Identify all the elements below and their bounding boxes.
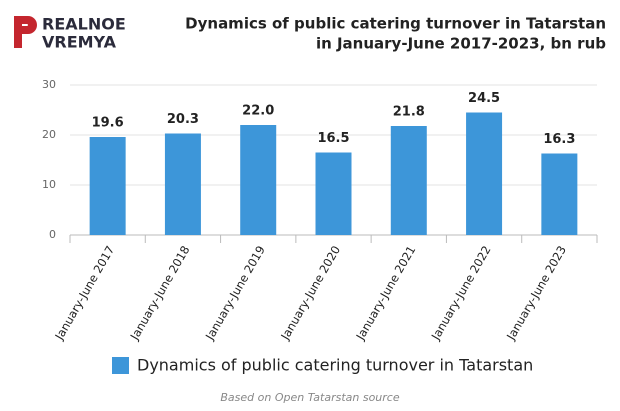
bar bbox=[390, 126, 427, 235]
value-label: 19.6 bbox=[92, 116, 124, 131]
legend-label: Dynamics of public catering turnover in … bbox=[137, 356, 533, 375]
logo-text: REALNOE bbox=[42, 15, 126, 34]
x-tick-label: January-June 2019 bbox=[202, 243, 268, 343]
x-tick-label: January-June 2018 bbox=[127, 243, 193, 343]
bar bbox=[89, 137, 126, 235]
x-tick-label: January-June 2021 bbox=[353, 243, 419, 343]
y-tick-label: 20 bbox=[42, 128, 56, 141]
logo-text: VREMYA bbox=[42, 33, 117, 52]
y-tick-label: 10 bbox=[42, 178, 56, 191]
chart-title: Dynamics of public catering turnover in … bbox=[185, 15, 606, 33]
chart-title: in January-June 2017-2023, bn rub bbox=[316, 35, 606, 53]
bar bbox=[240, 125, 277, 235]
bar bbox=[164, 133, 201, 235]
y-tick-label: 0 bbox=[49, 228, 56, 241]
value-label: 20.3 bbox=[167, 112, 199, 127]
value-label: 22.0 bbox=[242, 104, 274, 119]
x-tick-label: January-June 2020 bbox=[277, 243, 343, 343]
x-tick-label: January-June 2022 bbox=[428, 243, 494, 343]
logo: REALNOE VREMYA bbox=[14, 15, 126, 52]
value-label: 21.8 bbox=[393, 105, 425, 120]
value-label: 16.5 bbox=[317, 131, 349, 146]
bar bbox=[315, 152, 352, 235]
source-note: Based on Open Tatarstan source bbox=[220, 391, 399, 404]
y-tick-label: 30 bbox=[42, 78, 56, 91]
x-tick-label: January-June 2017 bbox=[52, 243, 118, 343]
legend-swatch bbox=[112, 357, 129, 374]
value-label: 16.3 bbox=[543, 132, 575, 147]
value-label: 24.5 bbox=[468, 91, 500, 106]
logo-icon bbox=[14, 16, 37, 48]
bar bbox=[466, 112, 503, 235]
bar bbox=[541, 153, 578, 235]
x-tick-label: January-June 2023 bbox=[503, 243, 569, 343]
